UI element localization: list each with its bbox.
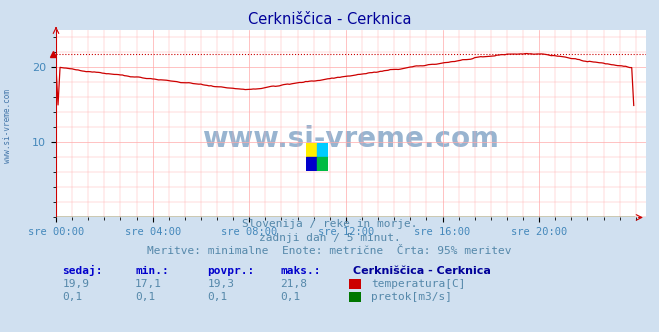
Text: pretok[m3/s]: pretok[m3/s] — [371, 292, 452, 302]
Text: 17,1: 17,1 — [135, 279, 162, 289]
Text: Cerkniščica - Cerknica: Cerkniščica - Cerknica — [248, 12, 411, 27]
Text: maks.:: maks.: — [280, 266, 320, 276]
Text: 0,1: 0,1 — [63, 292, 83, 302]
Bar — [306, 143, 317, 157]
Bar — [317, 157, 328, 171]
Text: 0,1: 0,1 — [280, 292, 301, 302]
Text: 0,1: 0,1 — [135, 292, 156, 302]
Text: Cerkniščica - Cerknica: Cerkniščica - Cerknica — [353, 266, 490, 276]
Text: 19,3: 19,3 — [208, 279, 235, 289]
Text: temperatura[C]: temperatura[C] — [371, 279, 465, 289]
Text: Meritve: minimalne  Enote: metrične  Črta: 95% meritev: Meritve: minimalne Enote: metrične Črta:… — [147, 246, 512, 256]
Text: povpr.:: povpr.: — [208, 266, 255, 276]
Text: min.:: min.: — [135, 266, 169, 276]
Text: 21,8: 21,8 — [280, 279, 307, 289]
Text: www.si-vreme.com: www.si-vreme.com — [202, 125, 500, 153]
Text: 0,1: 0,1 — [208, 292, 228, 302]
Text: sedaj:: sedaj: — [63, 265, 103, 276]
Bar — [306, 157, 317, 171]
Text: zadnji dan / 5 minut.: zadnji dan / 5 minut. — [258, 233, 401, 243]
Bar — [317, 143, 328, 157]
Text: 19,9: 19,9 — [63, 279, 90, 289]
Text: Slovenija / reke in morje.: Slovenija / reke in morje. — [242, 219, 417, 229]
Text: www.si-vreme.com: www.si-vreme.com — [3, 89, 13, 163]
